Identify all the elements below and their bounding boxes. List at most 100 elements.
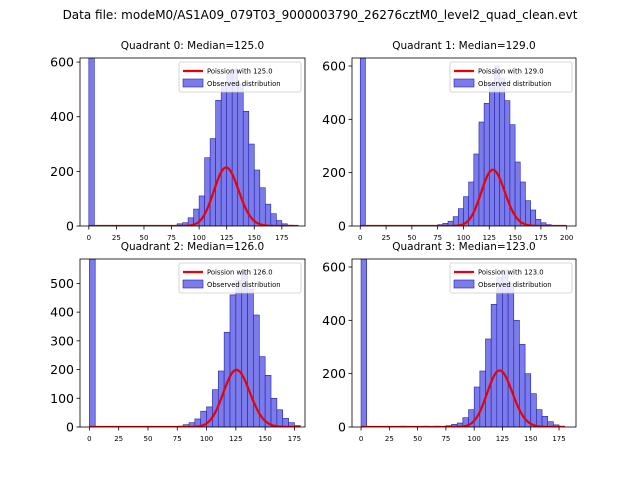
legend-box xyxy=(449,61,573,93)
x-tick-label: 150 xyxy=(508,234,521,242)
x-tick-label: 175 xyxy=(552,435,565,443)
quadrant-1-panel: 0 25 50 75 100 125 150 175 200 0 200 400 600 Quadrant… xyxy=(322,40,577,242)
y-tick-label: 600 xyxy=(322,59,346,74)
x-tick-label: 150 xyxy=(524,435,537,443)
legend-label-poisson: Poission with 125.0 xyxy=(207,68,273,76)
histogram-bar xyxy=(276,409,284,427)
y-tick-label: 0 xyxy=(66,420,74,435)
legend-box xyxy=(449,262,573,294)
y-tick-label: 0 xyxy=(338,219,346,234)
legend-box xyxy=(178,262,302,294)
histogram-bar xyxy=(241,270,248,427)
quadrant-3-title: Quadrant 3: Median=123.0 xyxy=(392,241,535,253)
histogram-bar xyxy=(478,121,485,226)
x-tick-label: 150 xyxy=(248,234,261,242)
y-tick-label: 200 xyxy=(322,165,346,180)
quadrant-0-panel: 0 25 50 75 100 125 150 175 0 200 400 600 Quadrant 0:… xyxy=(50,40,306,242)
x-tick-label: 100 xyxy=(457,234,470,242)
legend-label-poisson: Poission with 123.0 xyxy=(478,269,544,277)
histogram-bar xyxy=(488,84,495,226)
axes-frame xyxy=(351,258,577,428)
legend-label-poisson: Poission with 129.0 xyxy=(478,68,544,76)
x-tick-label: 50 xyxy=(144,435,153,443)
y-tick-label: 200 xyxy=(50,362,74,377)
y-tick-label: 600 xyxy=(322,260,346,275)
histogram-bar xyxy=(209,138,216,226)
y-tick-label: 200 xyxy=(322,366,346,381)
histogram-bar xyxy=(264,375,272,427)
histogram-bar xyxy=(270,397,278,427)
x-tick-label: 50 xyxy=(407,234,416,242)
y-tick-label: 100 xyxy=(50,391,74,406)
histogram-bar xyxy=(525,200,531,226)
x-tick-label: 0 xyxy=(87,234,91,242)
histogram-bar xyxy=(247,288,254,427)
histogram-bar xyxy=(519,181,526,226)
y-tick-label: 400 xyxy=(50,305,74,320)
legend-label-observed: Observed distribution xyxy=(207,281,281,289)
x-tick-label: 125 xyxy=(483,234,496,242)
x-tick-label: 50 xyxy=(140,234,149,242)
histogram-bar xyxy=(89,259,96,427)
axes-frame xyxy=(79,57,306,227)
x-tick-label: 75 xyxy=(433,234,442,242)
histogram-bar xyxy=(259,187,266,226)
histogram-bar xyxy=(215,100,222,226)
histogram-bar xyxy=(530,393,537,427)
axes-frame xyxy=(351,57,577,227)
legend-label-observed: Observed distribution xyxy=(478,80,552,88)
x-tick-label: 25 xyxy=(112,234,121,242)
histogram-bar xyxy=(507,282,515,427)
histogram-bar xyxy=(504,100,511,226)
figure-suptitle: Data file: modeM0/AS1A09_079T03_90000037… xyxy=(62,8,578,22)
quadrant-3-panel: 0 25 50 75 100 125 150 175 0 200 400 600 Quadrant 3:… xyxy=(322,241,577,443)
legend-box xyxy=(178,61,302,93)
x-tick-label: 50 xyxy=(413,435,422,443)
x-tick-label: 75 xyxy=(173,435,182,443)
histogram-bar xyxy=(226,74,233,226)
quadrant-3-data xyxy=(360,259,565,427)
quadrant-1-title: Quadrant 1: Median=129.0 xyxy=(392,40,535,52)
y-tick-label: 200 xyxy=(50,164,74,179)
legend: Poission with 125.0 Observed distribution xyxy=(178,61,302,93)
x-tick-label: 25 xyxy=(114,435,123,443)
quadrant-2-title: Quadrant 2: Median=126.0 xyxy=(121,241,264,253)
histogram-bar xyxy=(530,209,537,226)
legend-bar-swatch xyxy=(453,78,475,88)
legend: Poission with 129.0 Observed distribution xyxy=(449,61,573,93)
legend-bar-swatch xyxy=(453,279,475,289)
x-tick-label: 150 xyxy=(258,435,271,443)
histogram-bar xyxy=(490,304,498,427)
histogram-bar xyxy=(360,259,368,427)
x-tick-label: 25 xyxy=(382,234,391,242)
histogram-bar xyxy=(237,83,244,226)
legend-label-observed: Observed distribution xyxy=(478,281,552,289)
legend-bar-swatch xyxy=(182,279,204,289)
x-tick-label: 100 xyxy=(200,435,213,443)
histogram-bar xyxy=(229,294,237,427)
x-tick-label: 200 xyxy=(560,234,573,242)
x-tick-label: 175 xyxy=(275,234,288,242)
histogram-bar xyxy=(496,277,503,427)
legend-bar-swatch xyxy=(182,78,204,88)
poisson-curve xyxy=(361,369,565,427)
quadrant-0-data xyxy=(88,58,299,226)
histogram-bar xyxy=(288,422,295,427)
x-tick-label: 0 xyxy=(359,435,363,443)
x-tick-label: 175 xyxy=(534,234,547,242)
y-tick-label: 300 xyxy=(50,333,74,348)
y-tick-label: 400 xyxy=(50,109,74,124)
y-tick-label: 0 xyxy=(66,219,74,234)
histogram-bar xyxy=(276,220,283,226)
histogram-bar xyxy=(204,157,211,226)
x-tick-label: 100 xyxy=(192,234,205,242)
histogram-bar xyxy=(253,169,261,226)
y-tick-label: 400 xyxy=(322,313,346,328)
y-tick-label: 400 xyxy=(322,112,346,127)
histogram-bar xyxy=(483,103,490,226)
x-tick-label: 75 xyxy=(441,435,450,443)
axes-frame xyxy=(79,258,306,428)
legend: Poission with 126.0 Observed distribution xyxy=(178,262,302,294)
